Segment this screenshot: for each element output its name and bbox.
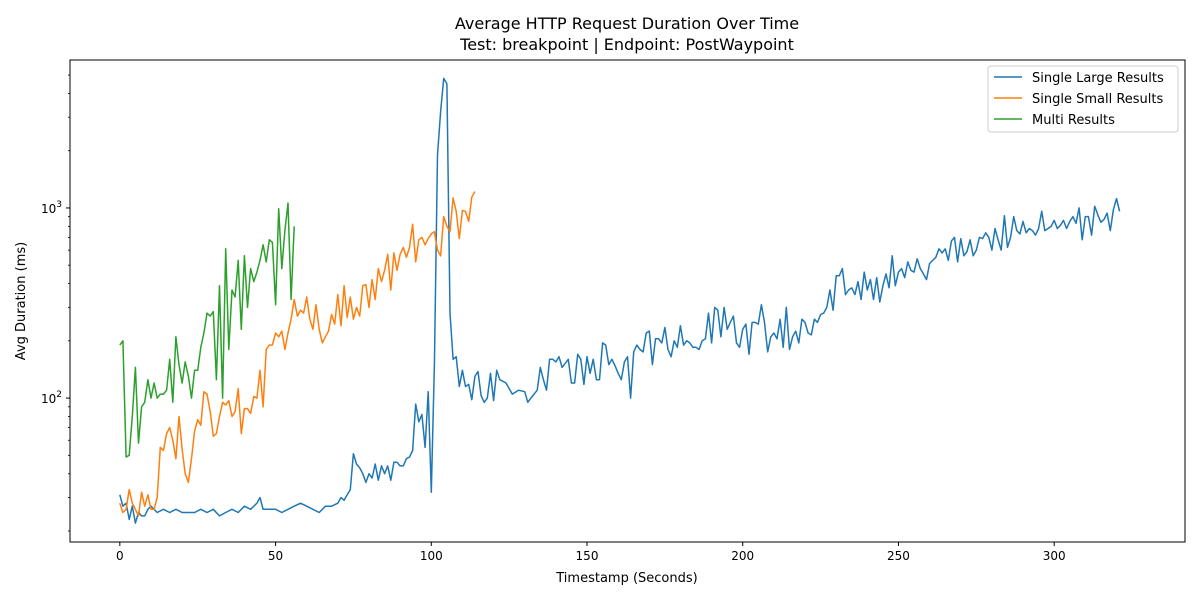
- legend-label-1: Single Small Results: [1032, 92, 1164, 107]
- plot-frame: [69, 59, 1186, 543]
- legend-label-0: Single Large Results: [1032, 71, 1164, 86]
- y-tick-label: 103: [41, 200, 62, 216]
- x-tick-label: 100: [420, 549, 443, 563]
- chart-subtitle: Test: breakpoint | Endpoint: PostWaypoin…: [459, 35, 794, 54]
- plot-lines: [119, 77, 1121, 524]
- x-tick-label: 50: [268, 549, 283, 563]
- legend: Single Large Results Single Small Results…: [987, 65, 1179, 133]
- x-tick-label: 0: [116, 549, 124, 563]
- y-axis-ticks: 102 103: [41, 74, 70, 532]
- chart-title: Average HTTP Request Duration Over Time: [455, 14, 799, 33]
- y-tick-label: 102: [41, 390, 62, 406]
- x-tick-label: 150: [576, 549, 599, 563]
- legend-label-2: Multi Results: [1032, 113, 1115, 128]
- y-axis-label: Avg Duration (ms): [14, 242, 29, 360]
- series-line-1: [119, 191, 476, 517]
- series-line-0: [119, 77, 1121, 524]
- x-tick-label: 200: [731, 549, 754, 563]
- legend-box: [987, 65, 1179, 133]
- x-tick-label: 250: [887, 549, 910, 563]
- x-axis-label: Timestamp (Seconds): [555, 571, 697, 586]
- x-axis-ticks: 0 50 100 150 200 250 300: [116, 542, 1066, 563]
- series-line-2: [119, 202, 295, 458]
- x-tick-label: 300: [1043, 549, 1066, 563]
